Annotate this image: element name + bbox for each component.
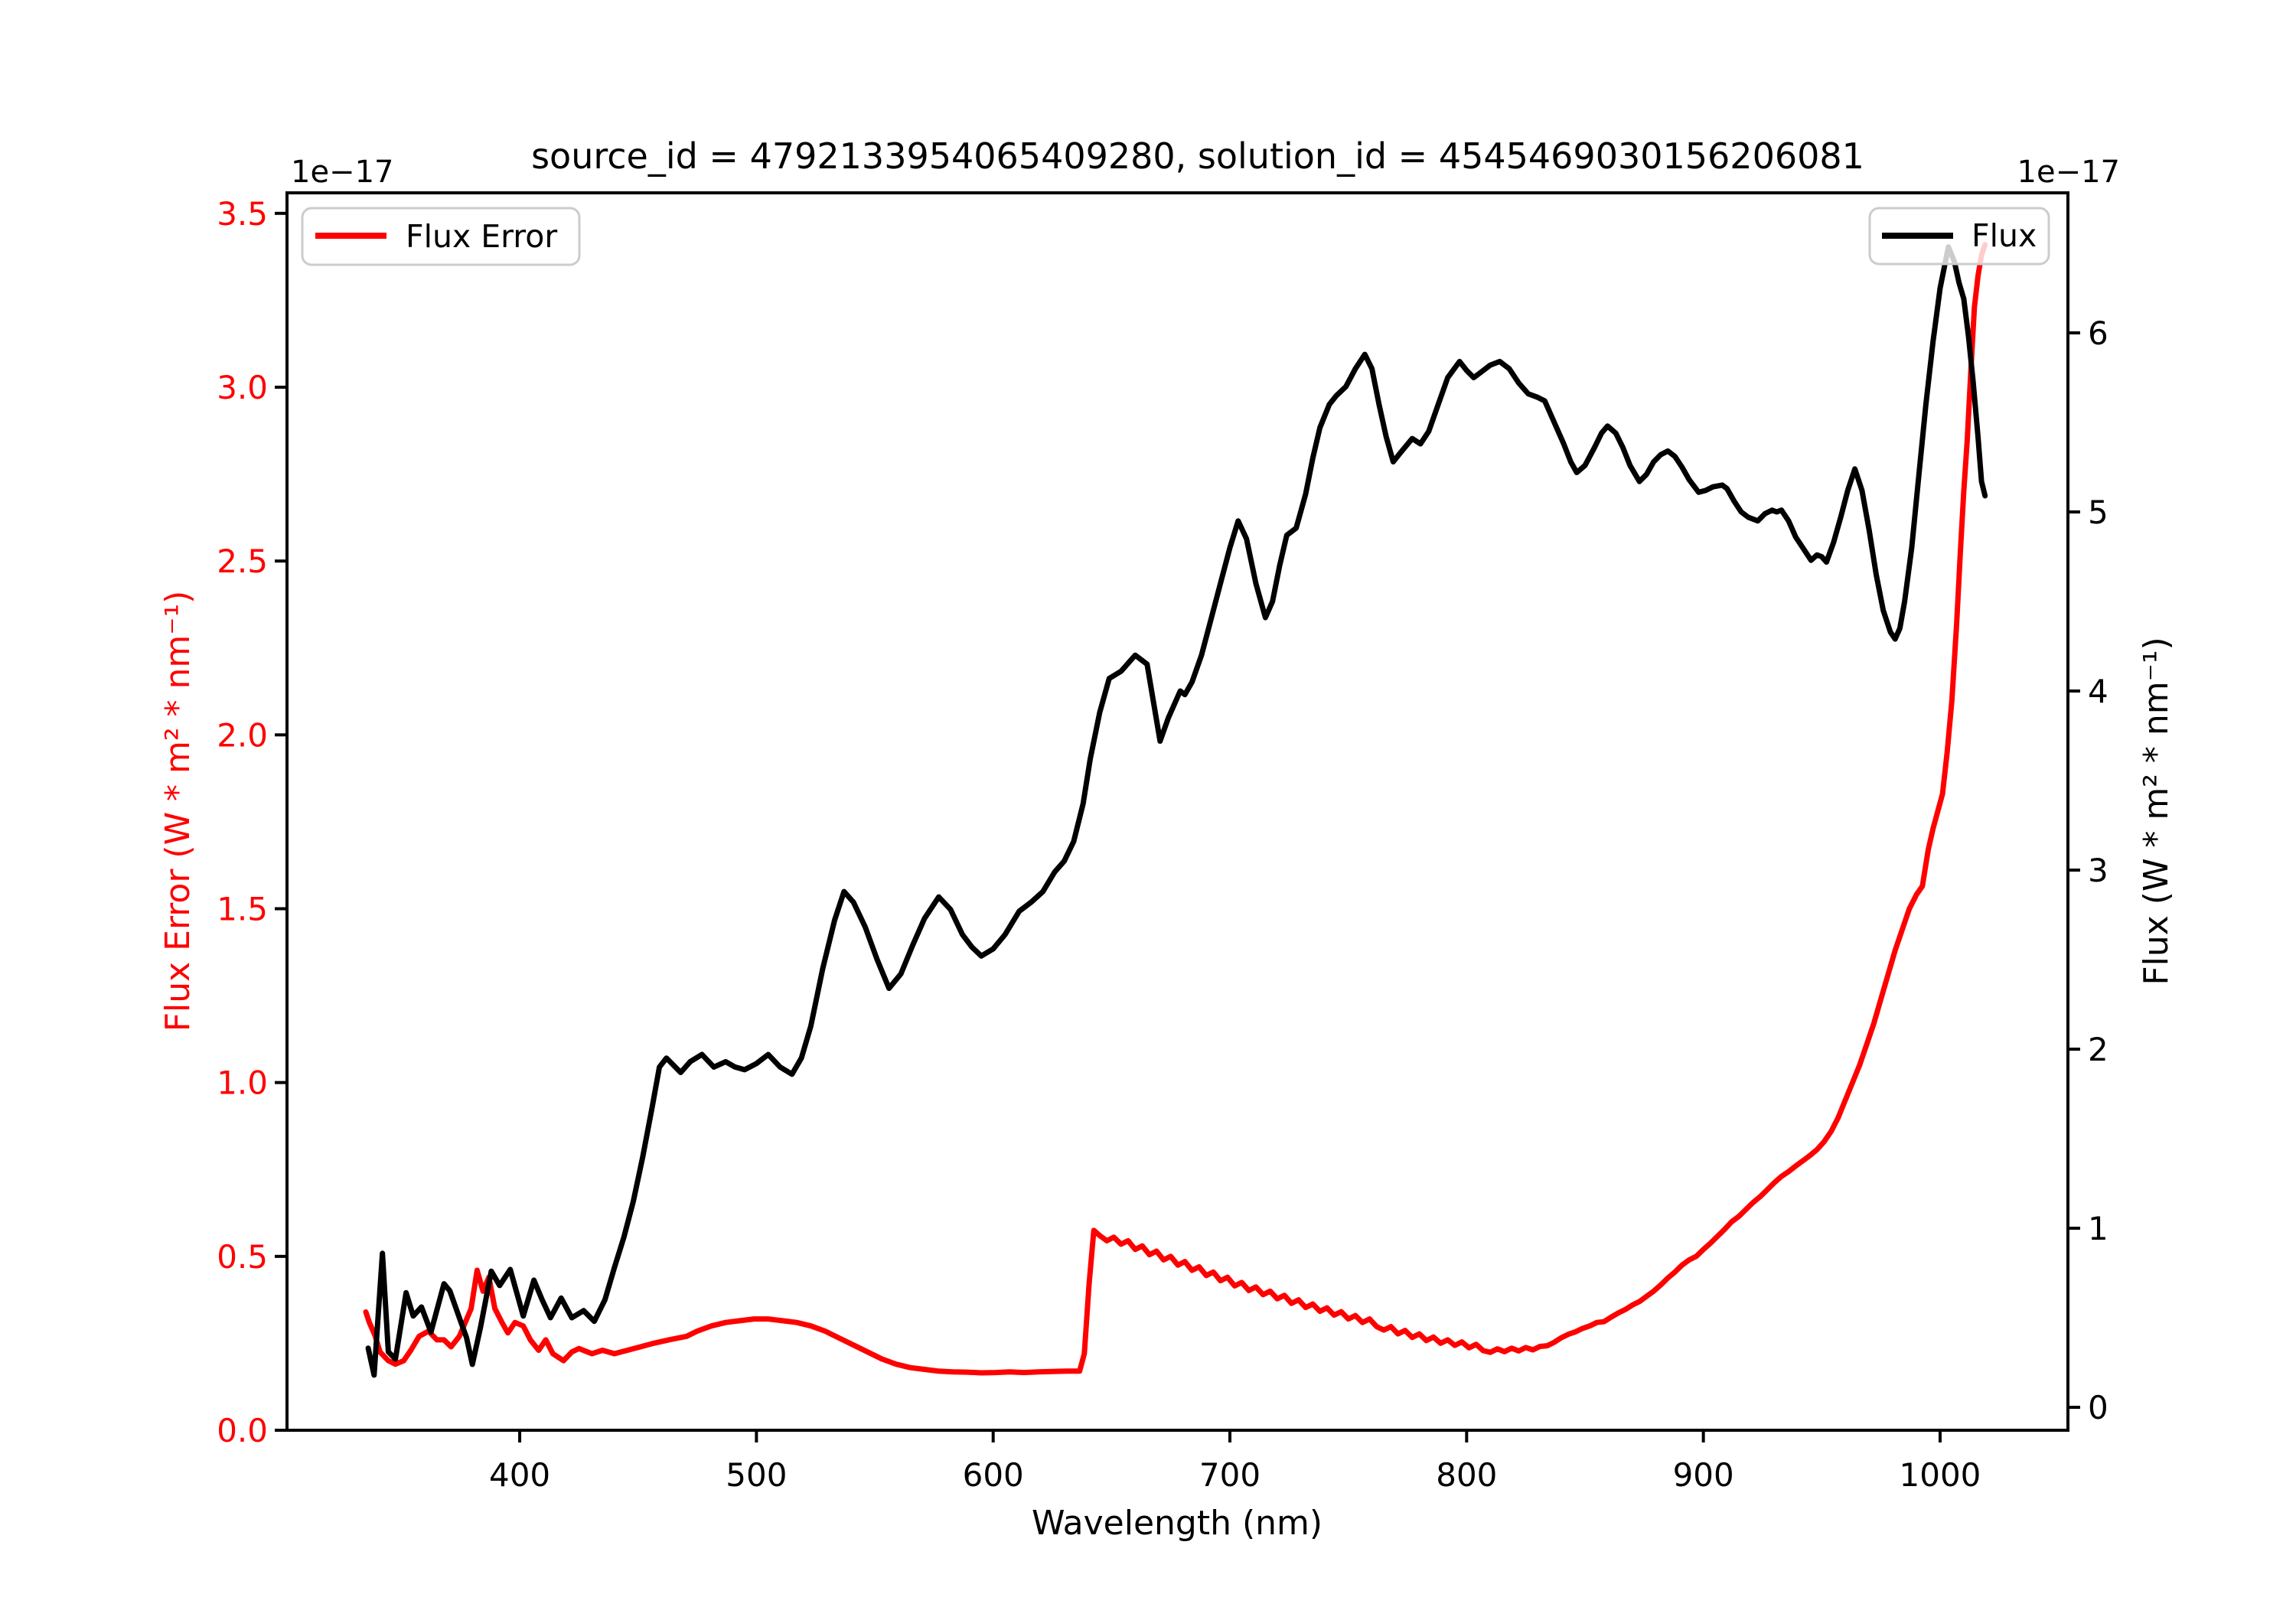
legend-flux: Flux: [1868, 207, 2050, 266]
chart-title: source_id = 4792133954065409280, solutio…: [531, 135, 1864, 177]
right-axis-ticks: 0 1 2 3 4 5 6: [2068, 315, 2108, 1426]
right-tick-label: 2: [2088, 1031, 2108, 1068]
curves-layer: [363, 242, 1988, 1378]
x-axis-label: Wavelength (nm): [1032, 1504, 1322, 1543]
x-tick-label: 400: [489, 1456, 550, 1494]
right-tick-label: 6: [2088, 315, 2108, 352]
right-tick-label: 1: [2088, 1210, 2108, 1247]
x-tick-label: 800: [1436, 1456, 1497, 1494]
y-axis-label-right: Flux (W * m² * nm⁻¹): [2137, 637, 2176, 985]
right-tick-label: 4: [2088, 673, 2108, 710]
left-tick-label: 3.0: [217, 369, 268, 406]
x-tick-label: 500: [726, 1456, 787, 1494]
legend-flux-error-label: Flux Error: [406, 218, 557, 255]
legend-flux-box: [1868, 207, 2050, 266]
left-tick-label: 2.5: [217, 543, 268, 580]
left-tick-label: 0.5: [217, 1238, 268, 1276]
x-tick-label: 1000: [1900, 1456, 1981, 1494]
left-axis-offset-text: 1e−17: [291, 155, 393, 190]
left-tick-label: 0.0: [217, 1412, 268, 1449]
flux-curve: [365, 244, 1988, 1378]
right-tick-label: 5: [2088, 494, 2108, 531]
legend-flux-error: Flux Error: [301, 207, 581, 266]
flux-error-curve: [363, 242, 1988, 1376]
left-tick-label: 2.0: [217, 716, 268, 754]
x-axis-ticks: 400 500 600 700 800 900 1000: [489, 1430, 1981, 1494]
left-axis-ticks: 0.0 0.5 1.0 1.5 2.0 2.5 3.0 3.5: [217, 195, 287, 1449]
left-tick-label: 1.5: [217, 890, 268, 927]
legend-flux-label: Flux: [1971, 217, 2037, 254]
y-axis-label-left: Flux Error (W * m² * nm⁻¹): [158, 591, 197, 1032]
right-tick-label: 0: [2088, 1389, 2108, 1426]
plot-border: [285, 191, 2069, 1432]
x-tick-label: 900: [1673, 1456, 1734, 1494]
right-axis-offset-text: 1e−17: [2017, 155, 2120, 190]
x-tick-label: 600: [963, 1456, 1024, 1494]
legend-flux-error-box: [301, 207, 581, 266]
left-tick-label: 1.0: [217, 1064, 268, 1102]
x-tick-label: 700: [1199, 1456, 1261, 1494]
left-tick-label: 3.5: [217, 195, 268, 233]
right-tick-label: 3: [2088, 852, 2108, 889]
